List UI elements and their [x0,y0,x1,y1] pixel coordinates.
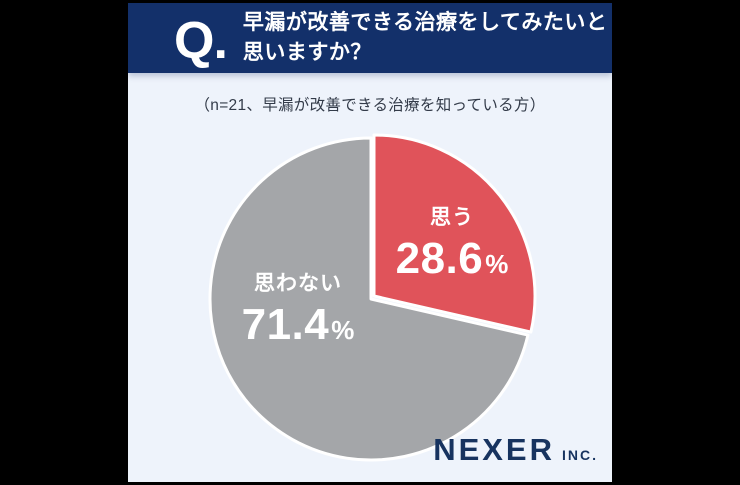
question-line-1: 早漏が改善できる治療をしてみたいと [242,11,608,35]
survey-result-card: Q. 早漏が改善できる治療をしてみたいと 思いますか？ （n=21、早漏が改善で… [128,3,612,482]
question-header: Q. 早漏が改善できる治療をしてみたいと 思いますか？ [128,3,612,73]
sample-note: （n=21、早漏が改善できる治療を知っている方） [194,97,546,114]
pie-slice-omowanai [208,136,530,462]
nexer-logo: NEXER INC. [433,432,598,468]
nexer-logo-name: NEXER [433,432,555,467]
q-label: Q. [174,12,228,70]
pie-slice-omou [372,133,537,334]
pie-chart-svg [208,133,537,462]
question-line-2: 思いますか？ [242,41,372,64]
nexer-logo-suffix: INC. [562,447,598,463]
pie-chart: 思う 28.6% 思わない 71.4% [128,3,612,482]
question-text: 早漏が改善できる治療をしてみたいと 思いますか？ [243,8,607,68]
